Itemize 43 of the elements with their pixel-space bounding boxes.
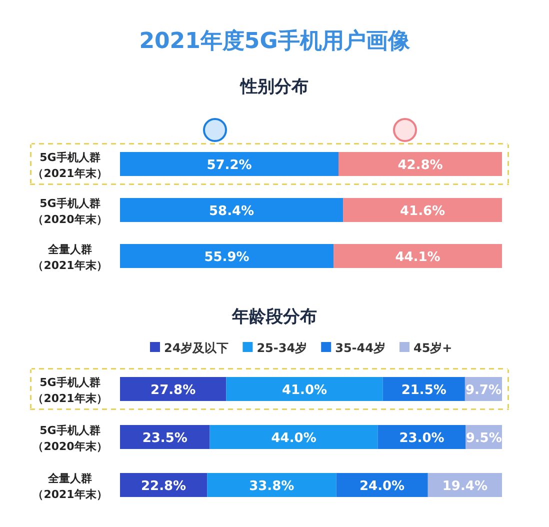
data-label: 33.8% <box>249 479 294 494</box>
data-label: 58.4% <box>208 204 254 219</box>
data-label: 23.0% <box>399 431 444 446</box>
chart-title: 2021年度5G手机用户画像 <box>139 28 411 54</box>
y-tick-label: 全量人群（2021年末） <box>32 472 108 501</box>
data-label: 42.8% <box>398 158 443 173</box>
y-tick-label: 5G手机人群（2021年末） <box>32 151 108 180</box>
bar <box>343 198 502 222</box>
y-tick-label: 全量人群（2021年末） <box>32 243 108 272</box>
data-label: 9.7% <box>465 383 502 398</box>
data-label: 19.4% <box>442 479 488 494</box>
y-tick-label: 5G手机人群（2020年末） <box>32 424 108 453</box>
data-label: 27.8% <box>150 383 196 398</box>
bar <box>120 425 210 449</box>
chart-subtitle: 性别分布 <box>240 77 308 97</box>
data-label: 44.0% <box>271 431 316 446</box>
data-label: 22.8% <box>140 479 186 494</box>
data-label: 55.9% <box>204 250 250 265</box>
data-label: 41.6% <box>400 204 446 219</box>
chart-title: 年龄段分布 <box>231 307 317 327</box>
data-label: 57.2% <box>206 158 252 173</box>
bar <box>120 377 226 401</box>
bar <box>120 198 344 222</box>
bar <box>120 152 339 176</box>
bar <box>210 425 378 449</box>
data-label: 44.1% <box>395 250 440 265</box>
bar <box>338 152 502 176</box>
legend-label: 35-44岁 <box>335 341 386 355</box>
y-tick-label: 5G手机人群（2021年末） <box>32 376 108 405</box>
bar <box>226 377 383 401</box>
legend-label: 24岁及以下 <box>164 341 229 355</box>
y-tick-label: 5G手机人群（2020年末） <box>32 197 108 226</box>
data-label: 21.5% <box>401 383 446 398</box>
legend-label: 45岁+ <box>413 341 452 355</box>
bar <box>207 473 336 497</box>
data-label: 23.5% <box>142 431 188 446</box>
bar <box>120 244 334 268</box>
data-label: 41.0% <box>282 383 328 398</box>
data-label: 24.0% <box>359 479 405 494</box>
bar <box>336 473 428 497</box>
bar <box>334 244 502 268</box>
data-label: 9.5% <box>466 431 502 446</box>
legend-label: 25-34岁 <box>256 341 308 355</box>
